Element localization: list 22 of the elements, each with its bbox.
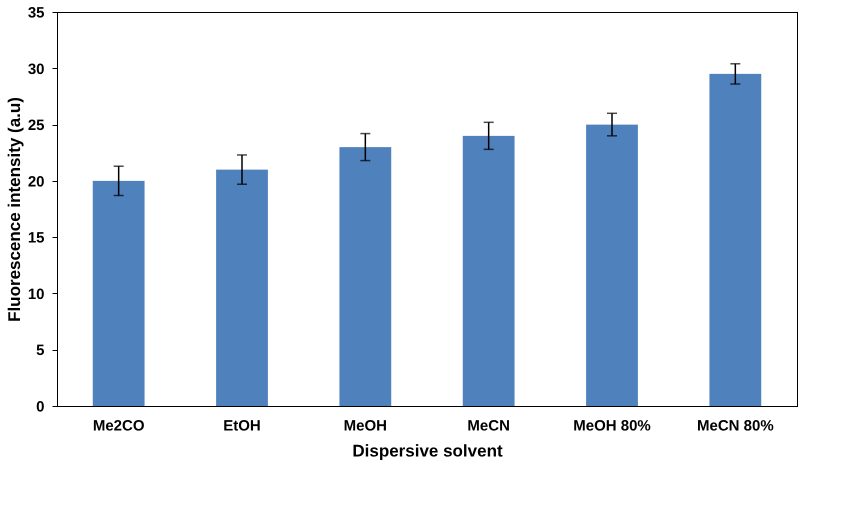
y-tick-label: 15 <box>28 230 44 247</box>
x-tick-label: MeOH <box>344 418 388 434</box>
y-tick-label: 10 <box>28 286 44 303</box>
y-tick-label: 5 <box>36 342 44 360</box>
bar <box>462 136 515 406</box>
x-tick-label: MeOH 80% <box>573 418 651 434</box>
bar <box>586 124 638 406</box>
x-tick-label: Me2CO <box>92 418 145 434</box>
y-tick-label: 35 <box>28 4 44 22</box>
bar <box>339 147 392 406</box>
y-axis-title: Fluorescence intensity (a.u) <box>4 97 24 322</box>
bar <box>709 74 762 406</box>
y-tick-label: 30 <box>28 60 44 78</box>
bar <box>216 170 268 406</box>
y-tick-label: 25 <box>28 117 44 134</box>
bar <box>92 180 145 406</box>
x-tick-label: MeCN 80% <box>696 418 774 434</box>
x-tick-label: MeCN <box>467 418 510 434</box>
x-tick-label: EtOH <box>223 418 261 434</box>
x-axis-title: Dispersive solvent <box>352 442 503 460</box>
y-tick-label: 20 <box>28 173 44 190</box>
y-tick-label: 0 <box>36 398 44 416</box>
